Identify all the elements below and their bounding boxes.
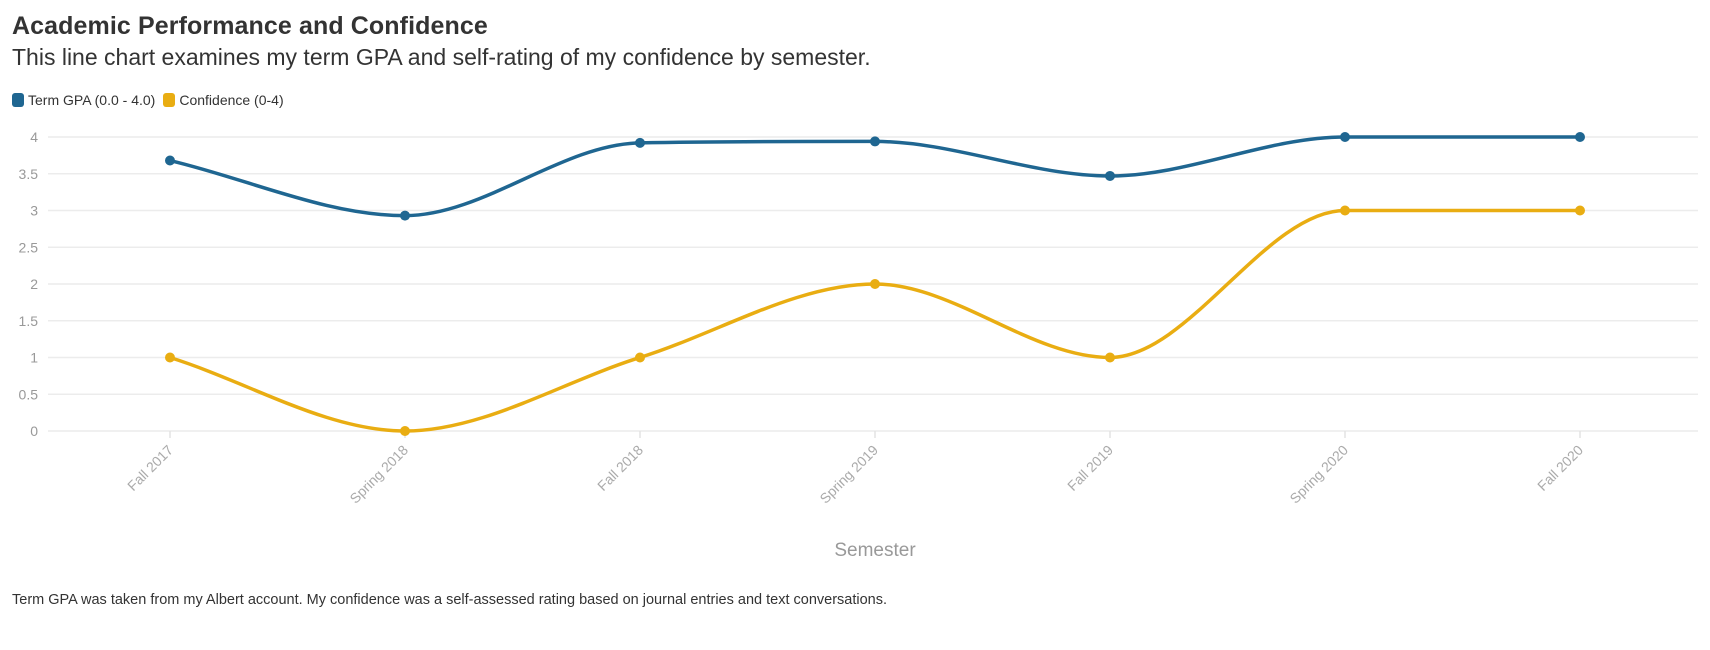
x-tick-label: Fall 2017 — [124, 442, 176, 494]
y-tick-label: 1 — [30, 350, 38, 366]
data-point-confidence[interactable] — [1575, 205, 1585, 216]
series-line-gpa[interactable] — [168, 135, 1582, 218]
x-tick-label: Spring 2018 — [346, 442, 411, 507]
x-axis-title: Semester — [834, 540, 916, 561]
chart-title: Academic Performance and Confidence — [12, 12, 488, 40]
chart-legend: Term GPA (0.0 - 4.0) Confidence (0-4) — [12, 92, 292, 108]
data-point-confidence[interactable] — [400, 426, 410, 436]
x-axis: Fall 2017 Spring 2018 Fall 2018 Spring 2019… — [124, 431, 1586, 507]
data-point-gpa[interactable] — [635, 137, 645, 148]
line-chart: 00.511.522.533.54 Fall 2017 Spring 2018 Fa… — [19, 129, 1698, 561]
legend-label-confidence: Confidence (0-4) — [179, 92, 284, 108]
x-tick-label: Fall 2018 — [594, 442, 646, 494]
data-point-confidence[interactable] — [870, 279, 880, 289]
x-tick-label: Spring 2020 — [1286, 442, 1351, 507]
data-point-gpa[interactable] — [165, 155, 175, 166]
data-point-confidence[interactable] — [635, 352, 645, 363]
x-tick-label: Spring 2019 — [816, 442, 881, 507]
data-point-gpa[interactable] — [1575, 132, 1585, 142]
y-axis: 0 0.5 1 1.5 2 2.5 3 3.5 4 — [19, 129, 39, 439]
data-point-confidence[interactable] — [1340, 205, 1350, 216]
chart-subtitle: This line chart examines my term GPA and… — [12, 44, 871, 70]
data-point-gpa[interactable] — [1105, 170, 1115, 181]
data-point-confidence[interactable] — [1105, 352, 1115, 363]
data-point-confidence[interactable] — [165, 352, 175, 363]
legend-item-confidence[interactable]: Confidence (0-4) — [163, 92, 284, 108]
data-point-gpa[interactable] — [870, 136, 880, 147]
legend-swatch-confidence — [163, 93, 176, 107]
chart-series — [165, 132, 1585, 436]
y-tick-label: 4 — [30, 129, 38, 145]
data-point-gpa[interactable] — [1340, 132, 1350, 142]
x-tick-label: Fall 2020 — [1534, 442, 1586, 494]
y-tick-label: 3.5 — [19, 166, 39, 182]
y-tick-label: 1.5 — [19, 313, 39, 329]
y-tick-label: 2.5 — [19, 239, 39, 255]
chart-caption: Term GPA was taken from my Albert accoun… — [12, 592, 887, 608]
x-tick-label: Fall 2019 — [1064, 442, 1116, 494]
y-tick-label: 0 — [30, 423, 38, 439]
legend-label-gpa: Term GPA (0.0 - 4.0) — [28, 92, 156, 108]
legend-swatch-gpa — [12, 93, 24, 107]
y-tick-label: 0.5 — [19, 386, 39, 402]
y-tick-label: 2 — [30, 276, 38, 292]
y-tick-label: 3 — [30, 203, 38, 219]
legend-item-gpa[interactable]: Term GPA (0.0 - 4.0) — [12, 92, 155, 108]
data-point-gpa[interactable] — [400, 210, 410, 221]
